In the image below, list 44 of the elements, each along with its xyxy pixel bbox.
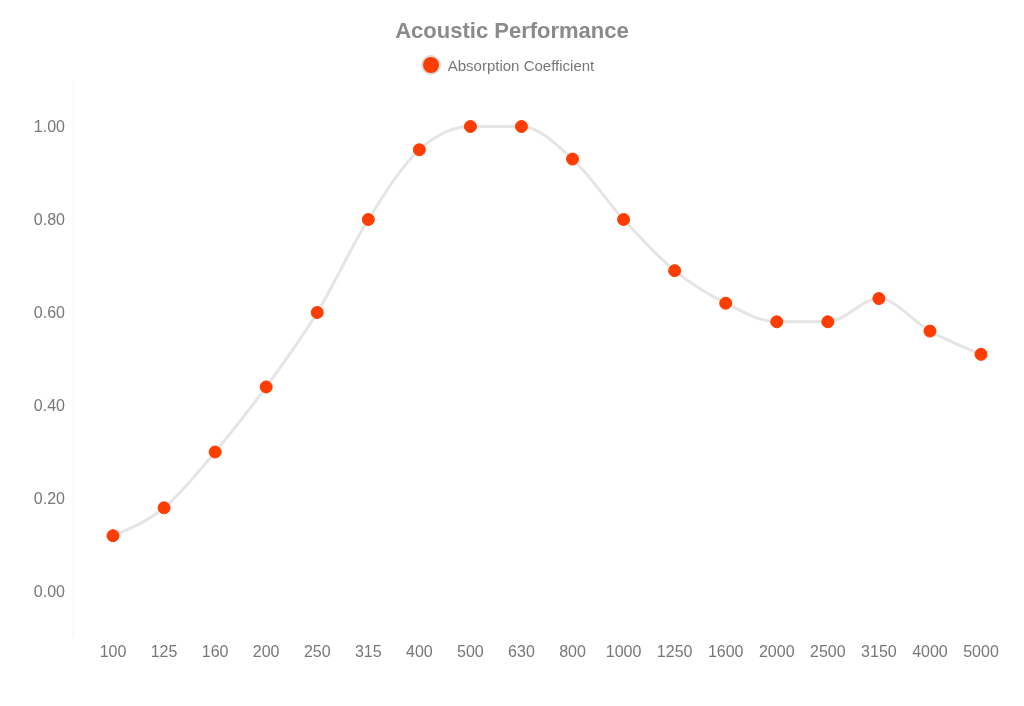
point (157, 501, 171, 515)
point (106, 529, 120, 543)
x-tick-label: 100 (99, 643, 127, 661)
x-tick-label: 800 (559, 643, 586, 661)
point (821, 315, 835, 329)
point (617, 213, 631, 226)
point (463, 120, 477, 133)
x-tick-label: 1250 (656, 643, 693, 661)
y-tick-label: 0.00 (33, 583, 66, 601)
x-tick-label: 250 (303, 643, 331, 661)
x-tick-label: 5000 (963, 643, 999, 661)
point (668, 264, 682, 278)
x-tick-label: 125 (150, 643, 178, 661)
x-tick-label: 1600 (707, 643, 744, 661)
y-tick-label: 0.60 (33, 304, 66, 322)
x-tick-label: 4000 (912, 643, 948, 661)
x-tick-label: 2500 (810, 643, 846, 661)
y-tick-label: 0.80 (33, 211, 66, 229)
point (719, 296, 733, 310)
point (974, 347, 988, 361)
point (259, 380, 273, 394)
y-tick-label: 0.40 (33, 397, 66, 415)
point (566, 152, 580, 166)
point (310, 306, 324, 319)
chart-title: Acoustic Performance (394, 17, 630, 45)
point (770, 315, 784, 329)
point (872, 292, 886, 306)
point (514, 120, 528, 133)
x-tick-label: 1000 (605, 643, 642, 661)
x-tick-label: 630 (508, 643, 535, 661)
point (412, 143, 426, 157)
y-tick-label: 1.00 (33, 118, 66, 136)
y-tick-label: 0.20 (33, 490, 66, 508)
point (923, 324, 937, 338)
x-tick-label: 315 (354, 643, 382, 661)
x-tick-label: 400 (406, 643, 433, 661)
legend-label: Absorption Coefficient (446, 55, 595, 76)
x-tick-label: 500 (457, 643, 484, 661)
x-tick-label: 2000 (758, 643, 795, 661)
x-tick-label: 3150 (861, 643, 897, 661)
point (208, 445, 222, 459)
x-tick-label: 160 (201, 643, 229, 661)
x-tick-label: 200 (252, 643, 280, 661)
point (361, 213, 375, 226)
